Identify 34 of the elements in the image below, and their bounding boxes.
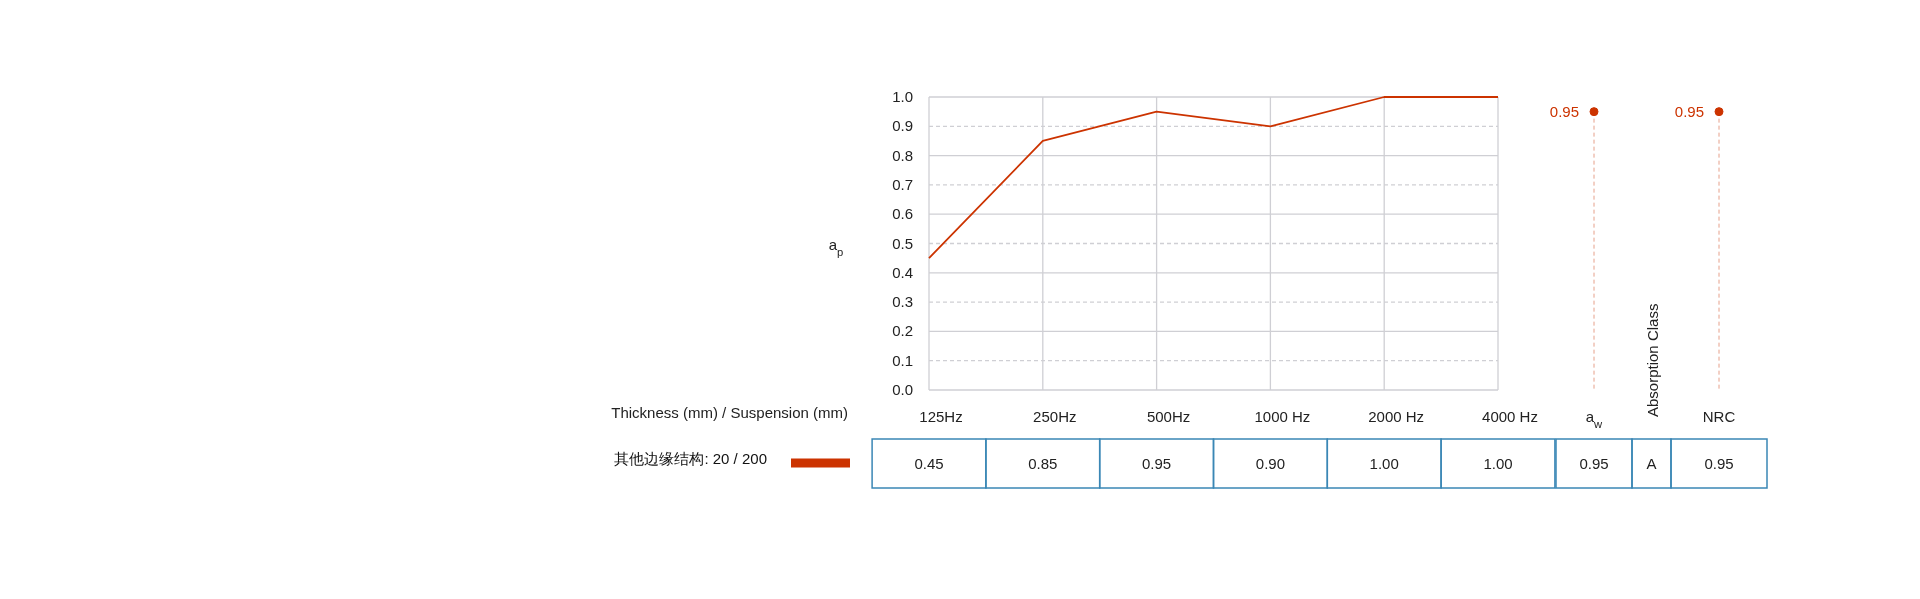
data-label: 0.95 xyxy=(1142,454,1172,472)
data-label: 0.85 xyxy=(1028,454,1058,472)
y-tick-label: 0.2 xyxy=(892,322,913,340)
y-tick-label: 0.9 xyxy=(892,117,913,135)
data-label: 0.95 xyxy=(1549,102,1579,120)
y-tick-label: 0.8 xyxy=(892,146,913,164)
x-tick-label: 1000 Hz xyxy=(1254,408,1311,425)
legend-title: Thickness (mm) / Suspension (mm) xyxy=(611,404,848,421)
x-tick-label: 500Hz xyxy=(1146,408,1191,425)
x-tick-label: 250Hz xyxy=(1033,408,1077,425)
data-label: 0.95 xyxy=(1674,102,1704,120)
text: Absorption Class xyxy=(1643,303,1661,417)
x-tick-label: 2000 Hz xyxy=(1368,408,1425,425)
y-tick-label: 0.1 xyxy=(892,351,913,369)
y-tick-label: 1.0 xyxy=(892,88,913,105)
y-axis-title: a$_{p}$ xyxy=(828,236,844,258)
data-label: 0.45 xyxy=(914,454,944,472)
legend-label: 其他边缘结构: 20 / 200 xyxy=(614,449,767,467)
y-tick-label: 0.0 xyxy=(892,381,913,398)
text: 0.95 xyxy=(1704,454,1734,472)
text: 0.95 xyxy=(1579,454,1609,472)
x-tick-label: a$_{w}$ xyxy=(1585,408,1604,430)
y-tick-label: 0.3 xyxy=(892,293,913,311)
y-tick-label: 0.4 xyxy=(892,263,913,281)
data-label: 1.00 xyxy=(1369,454,1399,472)
data-label: 0.90 xyxy=(1255,454,1285,472)
y-tick-label: 0.5 xyxy=(892,234,913,252)
y-tick-label: 0.6 xyxy=(892,205,913,223)
y-tick-label: 0.7 xyxy=(892,175,913,193)
data-label: 1.00 xyxy=(1483,454,1513,472)
text: A xyxy=(1646,454,1657,472)
x-tick-label: 125Hz xyxy=(919,408,963,425)
x-tick-label: 4000 Hz xyxy=(1482,408,1538,425)
x-tick-label: NRC xyxy=(1702,408,1736,425)
